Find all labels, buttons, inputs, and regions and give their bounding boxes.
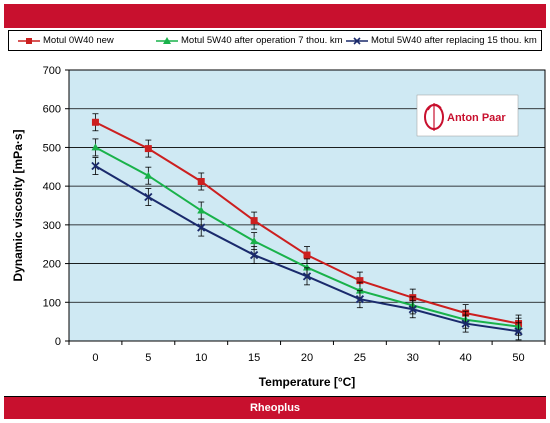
y-tick-label: 100: [43, 297, 61, 309]
x-axis-label: Temperature [°C]: [259, 375, 356, 389]
x-tick-label: 5: [145, 352, 151, 364]
data-point: [303, 263, 311, 271]
data-point: [514, 327, 523, 336]
data-point: [461, 319, 470, 328]
data-point: [355, 295, 365, 304]
data-point: [197, 206, 206, 214]
data-point: [197, 177, 205, 185]
data-point: [356, 277, 364, 285]
logo-swirl-icon: [424, 103, 444, 131]
x-tick-label: 50: [512, 352, 524, 364]
data-point: [197, 223, 206, 232]
x-tick-label: 30: [407, 352, 419, 364]
y-tick-label: 400: [43, 181, 61, 193]
data-point: [144, 145, 152, 153]
footer-bar: Rheoplus: [4, 397, 546, 419]
logo-text: Anton Paar: [447, 112, 506, 124]
legend-marker-triangle-icon: [156, 37, 178, 44]
data-point: [249, 250, 259, 260]
anton-paar-logo: Anton Paar: [416, 94, 519, 137]
data-point: [91, 118, 99, 126]
y-axis-label: Dynamic viscosity [mPa·s]: [11, 129, 25, 281]
y-tick-label: 500: [43, 142, 61, 154]
data-point: [144, 171, 153, 179]
x-tick-label: 15: [248, 352, 260, 364]
y-tick-label: 700: [43, 65, 61, 77]
x-tick-label: 20: [301, 352, 313, 364]
legend-marker-square-icon: [18, 38, 40, 44]
y-tick-labels: 0 100 200 300 400 500 600 700: [43, 65, 61, 348]
legend-marker-cross-icon: [346, 37, 368, 45]
x-tick-label: 40: [460, 352, 472, 364]
bottom-divider: [4, 396, 546, 397]
legend-label-series-1: Motul 0W40 new: [43, 35, 114, 46]
data-point: [303, 251, 311, 259]
y-tick-label: 600: [43, 104, 61, 116]
x-tick-label: 25: [354, 352, 366, 364]
series-layer: [91, 113, 523, 341]
x-tick-label: 0: [92, 352, 98, 364]
data-point: [91, 143, 100, 151]
legend: Motul 0W40 new Motul 5W40 after operatio…: [8, 30, 542, 51]
data-point: [355, 286, 364, 294]
series-3: [91, 157, 523, 341]
y-tick-label: 0: [55, 336, 61, 348]
y-tick-label: 300: [43, 220, 61, 232]
data-point: [302, 272, 312, 281]
legend-label-series-3: Motul 5W40 after replacing 15 thou. km: [371, 35, 537, 46]
y-tick-label: 200: [43, 259, 61, 271]
x-tick-labels: 0 5 10 15 20 25 30 40 50: [92, 352, 524, 364]
legend-label-series-2: Motul 5W40 after operation 7 thou. km: [181, 35, 343, 46]
data-point: [250, 217, 258, 225]
top-bar: [4, 4, 546, 28]
data-point: [91, 161, 100, 171]
data-point: [408, 305, 417, 314]
data-point: [144, 192, 153, 202]
data-point: [250, 237, 259, 245]
x-tick-label: 10: [195, 352, 207, 364]
